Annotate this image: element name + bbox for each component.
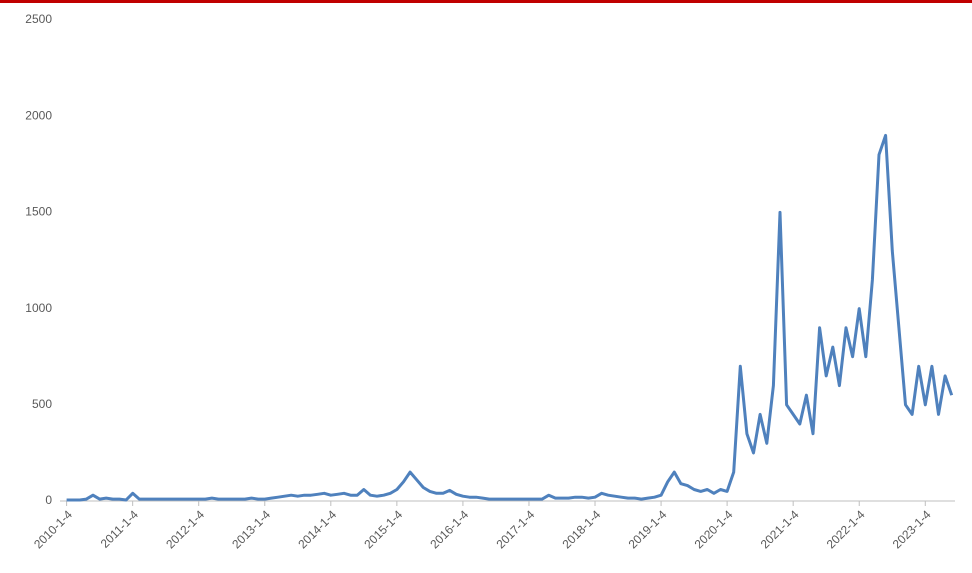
y-tick-label: 500 <box>32 397 52 411</box>
y-tick-label: 1000 <box>25 301 52 315</box>
y-tick-label: 1500 <box>25 205 52 219</box>
y-tick-label: 2500 <box>25 12 52 26</box>
x-tick-label: 2016-1-4 <box>427 507 471 551</box>
y-tick-label: 2000 <box>25 108 52 122</box>
line-series <box>66 133 954 502</box>
x-tick-label: 2011-1-4 <box>98 507 141 550</box>
x-tick-label: 2017-1-4 <box>493 507 537 551</box>
x-tick-label: 2019-1-4 <box>626 507 670 551</box>
x-tick-label: 2012-1-4 <box>163 507 207 551</box>
x-tick-label: 2020-1-4 <box>692 507 736 551</box>
top-border <box>0 0 972 3</box>
x-tick-label: 2015-1-4 <box>361 507 405 551</box>
x-tick-label: 2014-1-4 <box>295 507 339 551</box>
x-tick-label: 2023-1-4 <box>890 507 934 551</box>
x-tick-label: 2013-1-4 <box>229 507 273 551</box>
x-tick-label: 2010-1-4 <box>31 507 75 551</box>
y-tick-label: 0 <box>45 493 52 507</box>
x-tick-label: 2018-1-4 <box>560 507 604 551</box>
x-tick-label: 2022-1-4 <box>824 507 868 551</box>
x-tick-label: 2021-1-4 <box>758 507 802 551</box>
